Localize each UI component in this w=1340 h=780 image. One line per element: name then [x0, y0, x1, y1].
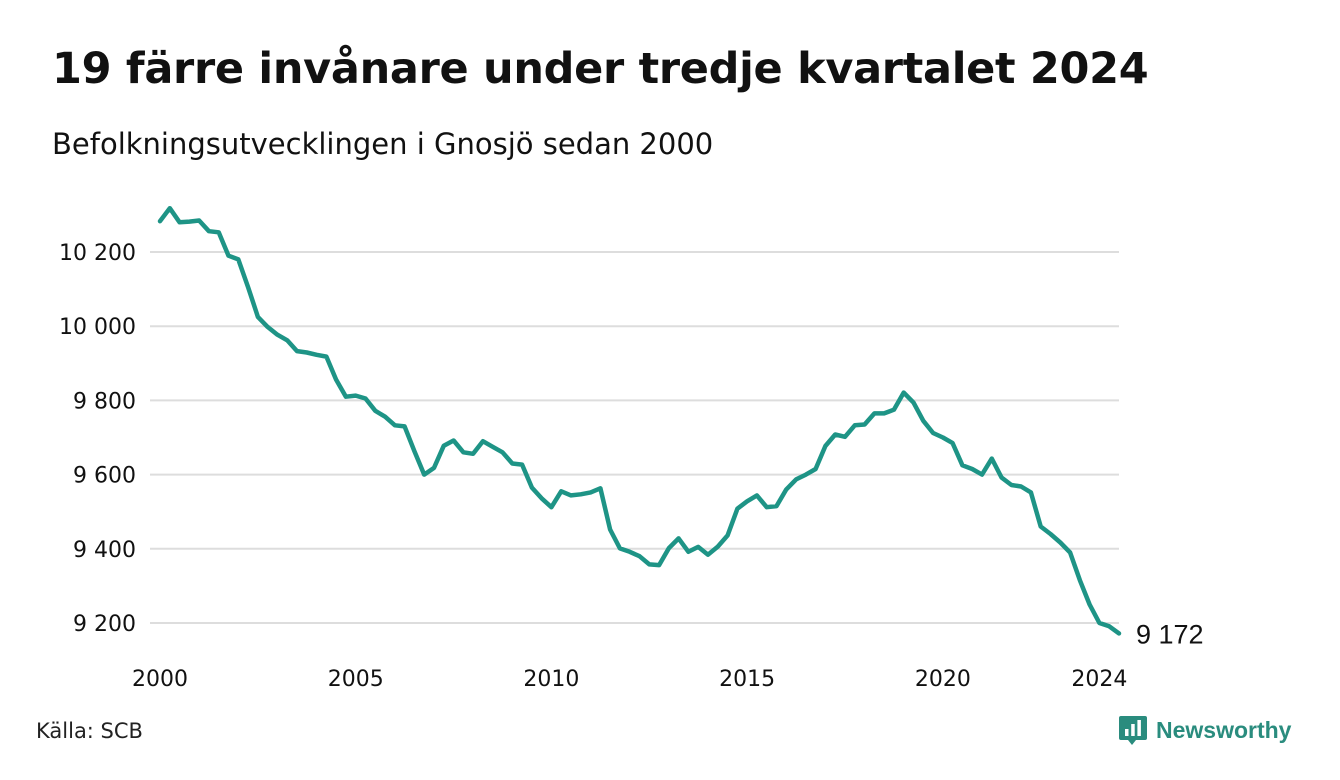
- y-tick-label: 9 200: [73, 612, 136, 637]
- series-group: [157, 205, 1122, 636]
- y-tick-label: 9 600: [73, 464, 136, 489]
- chart-title: 19 färre invånare under tredje kvartalet…: [52, 44, 1149, 94]
- y-tick-label: 10 000: [59, 315, 136, 340]
- x-tick-label: 2000: [132, 667, 188, 692]
- annotations: 9 172: [1136, 619, 1204, 649]
- brand-name: Newsworthy: [1156, 716, 1292, 743]
- y-tick-label: 9 400: [73, 538, 136, 563]
- source-note: Källa: SCB: [36, 719, 143, 743]
- x-axis-labels: 2000 2005 2010 2015 2020 2024: [132, 667, 1127, 692]
- population-line: [157, 205, 1122, 636]
- chart-subtitle: Befolkningsutvecklingen i Gnosjö sedan 2…: [52, 127, 714, 161]
- end-value-label: 9 172: [1136, 619, 1204, 649]
- y-tick-label: 10 200: [59, 241, 136, 266]
- x-tick-label: 2010: [523, 667, 579, 692]
- brand-logo[interactable]: Newsworthy: [1118, 714, 1291, 746]
- newsworthy-logo-icon: [1119, 716, 1147, 745]
- x-tick-label: 2015: [719, 667, 775, 692]
- y-axis-labels: 9 200 9 400 9 600 9 800 10 000 10 200: [59, 241, 136, 637]
- x-tick-label: 2020: [915, 667, 971, 692]
- x-tick-label: 2024: [1071, 667, 1127, 692]
- x-tick-label: 2005: [328, 667, 384, 692]
- gridlines: [150, 251, 1119, 624]
- y-tick-label: 9 800: [73, 389, 136, 414]
